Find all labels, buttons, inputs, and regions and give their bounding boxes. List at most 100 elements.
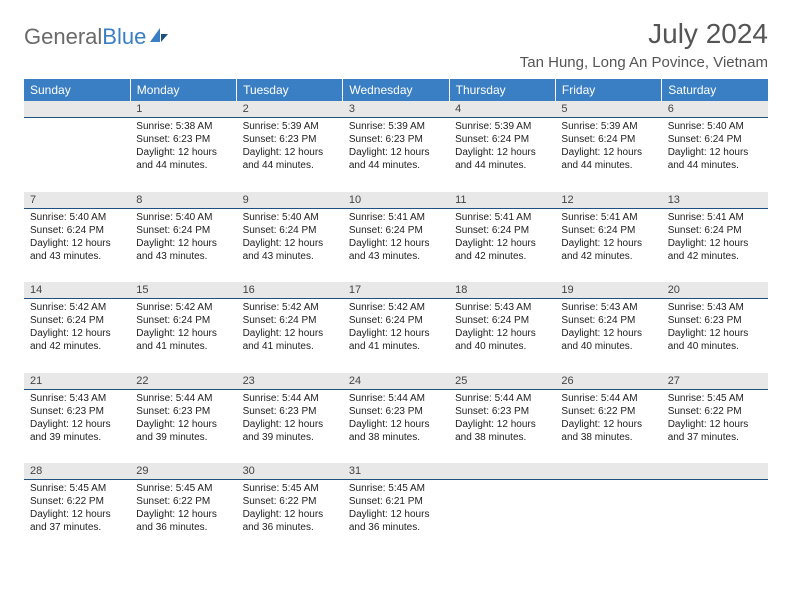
day-cell: Sunrise: 5:45 AMSunset: 6:22 PMDaylight:…	[237, 480, 343, 554]
daynum-cell	[24, 101, 130, 118]
day-number: 24	[343, 373, 449, 389]
day-number: 15	[130, 282, 236, 298]
day-line: Sunset: 6:22 PM	[668, 405, 762, 418]
day-content: Sunrise: 5:43 AMSunset: 6:23 PMDaylight:…	[662, 299, 768, 357]
day-cell: Sunrise: 5:42 AMSunset: 6:24 PMDaylight:…	[343, 299, 449, 373]
day-number: 27	[662, 373, 768, 389]
day-content: Sunrise: 5:41 AMSunset: 6:24 PMDaylight:…	[343, 209, 449, 267]
daynum-cell: 21	[24, 373, 130, 390]
day-cell: Sunrise: 5:40 AMSunset: 6:24 PMDaylight:…	[130, 208, 236, 282]
day-content: Sunrise: 5:42 AMSunset: 6:24 PMDaylight:…	[24, 299, 130, 357]
day-line: Sunrise: 5:43 AM	[668, 301, 762, 314]
day-cell: Sunrise: 5:44 AMSunset: 6:22 PMDaylight:…	[555, 389, 661, 463]
day-line: Sunrise: 5:41 AM	[455, 211, 549, 224]
daynum-cell: 23	[237, 373, 343, 390]
day-line: Daylight: 12 hours and 41 minutes.	[349, 327, 443, 353]
day-content: Sunrise: 5:39 AMSunset: 6:24 PMDaylight:…	[555, 118, 661, 176]
day-cell: Sunrise: 5:43 AMSunset: 6:24 PMDaylight:…	[449, 299, 555, 373]
day-cell	[449, 480, 555, 554]
day-cell	[662, 480, 768, 554]
day-line: Sunrise: 5:44 AM	[561, 392, 655, 405]
day-number: 31	[343, 463, 449, 479]
day-line: Sunset: 6:24 PM	[136, 224, 230, 237]
day-cell: Sunrise: 5:44 AMSunset: 6:23 PMDaylight:…	[237, 389, 343, 463]
day-line: Sunset: 6:23 PM	[243, 133, 337, 146]
day-line: Daylight: 12 hours and 38 minutes.	[349, 418, 443, 444]
day-cell: Sunrise: 5:39 AMSunset: 6:24 PMDaylight:…	[449, 118, 555, 192]
content-row: Sunrise: 5:45 AMSunset: 6:22 PMDaylight:…	[24, 480, 768, 554]
day-line: Sunrise: 5:40 AM	[668, 120, 762, 133]
day-number: 28	[24, 463, 130, 479]
day-number: 23	[237, 373, 343, 389]
daynum-cell: 6	[662, 101, 768, 118]
day-line: Sunrise: 5:44 AM	[455, 392, 549, 405]
daynum-cell: 31	[343, 463, 449, 480]
daynum-cell: 13	[662, 192, 768, 209]
day-line: Sunset: 6:24 PM	[561, 224, 655, 237]
weekday-header: Saturday	[662, 79, 768, 101]
day-line: Sunset: 6:23 PM	[455, 405, 549, 418]
day-line: Sunset: 6:23 PM	[349, 133, 443, 146]
day-content: Sunrise: 5:40 AMSunset: 6:24 PMDaylight:…	[237, 209, 343, 267]
day-cell: Sunrise: 5:45 AMSunset: 6:22 PMDaylight:…	[130, 480, 236, 554]
day-content: Sunrise: 5:40 AMSunset: 6:24 PMDaylight:…	[24, 209, 130, 267]
day-line: Sunset: 6:24 PM	[455, 224, 549, 237]
daynum-cell: 4	[449, 101, 555, 118]
day-cell: Sunrise: 5:42 AMSunset: 6:24 PMDaylight:…	[237, 299, 343, 373]
day-line: Sunset: 6:22 PM	[561, 405, 655, 418]
day-line: Sunrise: 5:39 AM	[455, 120, 549, 133]
day-line: Daylight: 12 hours and 38 minutes.	[561, 418, 655, 444]
day-cell	[555, 480, 661, 554]
day-line: Sunset: 6:24 PM	[561, 314, 655, 327]
day-number: 25	[449, 373, 555, 389]
day-number: 7	[24, 192, 130, 208]
daynum-cell: 28	[24, 463, 130, 480]
day-line: Sunrise: 5:45 AM	[30, 482, 124, 495]
day-content	[24, 118, 130, 124]
day-cell: Sunrise: 5:45 AMSunset: 6:21 PMDaylight:…	[343, 480, 449, 554]
day-line: Sunset: 6:22 PM	[30, 495, 124, 508]
day-line: Daylight: 12 hours and 42 minutes.	[455, 237, 549, 263]
day-line: Sunset: 6:24 PM	[349, 314, 443, 327]
day-line: Daylight: 12 hours and 36 minutes.	[243, 508, 337, 534]
day-line: Daylight: 12 hours and 41 minutes.	[136, 327, 230, 353]
day-number: 1	[130, 101, 236, 117]
day-line: Daylight: 12 hours and 39 minutes.	[243, 418, 337, 444]
day-line: Daylight: 12 hours and 37 minutes.	[668, 418, 762, 444]
day-line: Sunset: 6:21 PM	[349, 495, 443, 508]
day-line: Sunrise: 5:42 AM	[136, 301, 230, 314]
daynum-cell: 11	[449, 192, 555, 209]
day-line: Sunset: 6:24 PM	[243, 314, 337, 327]
day-line: Daylight: 12 hours and 37 minutes.	[30, 508, 124, 534]
day-line: Daylight: 12 hours and 42 minutes.	[30, 327, 124, 353]
day-cell: Sunrise: 5:44 AMSunset: 6:23 PMDaylight:…	[449, 389, 555, 463]
daynum-cell: 5	[555, 101, 661, 118]
day-line: Daylight: 12 hours and 44 minutes.	[455, 146, 549, 172]
day-content	[555, 480, 661, 486]
day-line: Sunrise: 5:39 AM	[243, 120, 337, 133]
day-content: Sunrise: 5:45 AMSunset: 6:22 PMDaylight:…	[130, 480, 236, 538]
day-line: Sunrise: 5:42 AM	[30, 301, 124, 314]
day-content: Sunrise: 5:44 AMSunset: 6:23 PMDaylight:…	[449, 390, 555, 448]
daynum-cell	[555, 463, 661, 480]
day-number: 30	[237, 463, 343, 479]
day-line: Sunrise: 5:45 AM	[243, 482, 337, 495]
day-number: 6	[662, 101, 768, 117]
day-number	[24, 101, 130, 117]
day-number: 22	[130, 373, 236, 389]
day-line: Sunset: 6:23 PM	[668, 314, 762, 327]
logo: GeneralBlue	[24, 18, 170, 50]
day-content: Sunrise: 5:42 AMSunset: 6:24 PMDaylight:…	[343, 299, 449, 357]
daynum-cell: 2	[237, 101, 343, 118]
day-number: 5	[555, 101, 661, 117]
day-content: Sunrise: 5:44 AMSunset: 6:23 PMDaylight:…	[130, 390, 236, 448]
daynum-cell: 20	[662, 282, 768, 299]
daynum-cell	[662, 463, 768, 480]
day-cell: Sunrise: 5:45 AMSunset: 6:22 PMDaylight:…	[662, 389, 768, 463]
day-content: Sunrise: 5:42 AMSunset: 6:24 PMDaylight:…	[237, 299, 343, 357]
daynum-cell: 17	[343, 282, 449, 299]
day-cell: Sunrise: 5:40 AMSunset: 6:24 PMDaylight:…	[24, 208, 130, 282]
day-number: 13	[662, 192, 768, 208]
day-number: 17	[343, 282, 449, 298]
day-number: 14	[24, 282, 130, 298]
